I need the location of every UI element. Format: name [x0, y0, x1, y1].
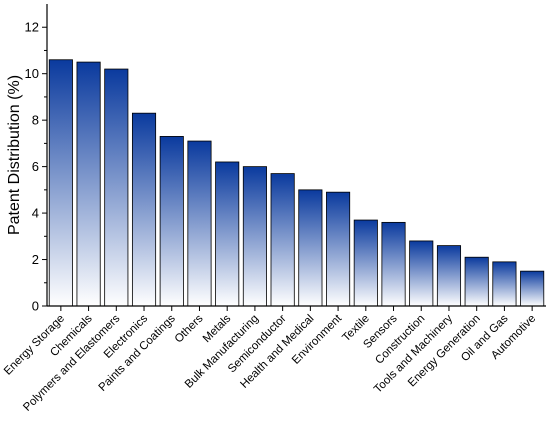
bar-sensors	[381, 221, 406, 307]
x-tick-label: Others	[173, 312, 206, 345]
bar-tools-and-machinery	[436, 245, 462, 307]
bar-paints-and-coatings	[159, 136, 184, 307]
bar-polymers-and-elastomers	[104, 68, 129, 307]
x-tick-label: Environment	[290, 312, 345, 367]
y-tick-label: 12	[25, 20, 39, 35]
bar-energy-storage	[48, 59, 73, 307]
bar-bulk-manufacturing	[242, 166, 267, 307]
bar-environment	[326, 191, 351, 307]
bar-health-and-medical	[298, 189, 323, 307]
y-tick-label: 4	[32, 206, 39, 221]
y-tick-label: 6	[32, 159, 39, 174]
bar-semiconductor	[270, 173, 295, 307]
y-tick-label: 0	[32, 299, 39, 314]
y-tick-label: 2	[32, 252, 39, 267]
y-tick-label: 8	[32, 113, 39, 128]
y-tick-label: 10	[25, 66, 39, 81]
y-axis-title: Patent Distribution (%)	[6, 75, 23, 235]
bar-metals	[215, 161, 240, 307]
bar-others	[187, 140, 212, 307]
bars-layer	[48, 59, 545, 307]
bar-electronics	[131, 112, 157, 307]
bar-oil-and-gas	[492, 261, 517, 307]
bar-chemicals	[76, 61, 101, 307]
bar-energy-generation	[464, 256, 489, 307]
bar-construction	[409, 240, 434, 307]
bar-textile	[353, 219, 378, 307]
bar-automotive	[520, 270, 545, 307]
